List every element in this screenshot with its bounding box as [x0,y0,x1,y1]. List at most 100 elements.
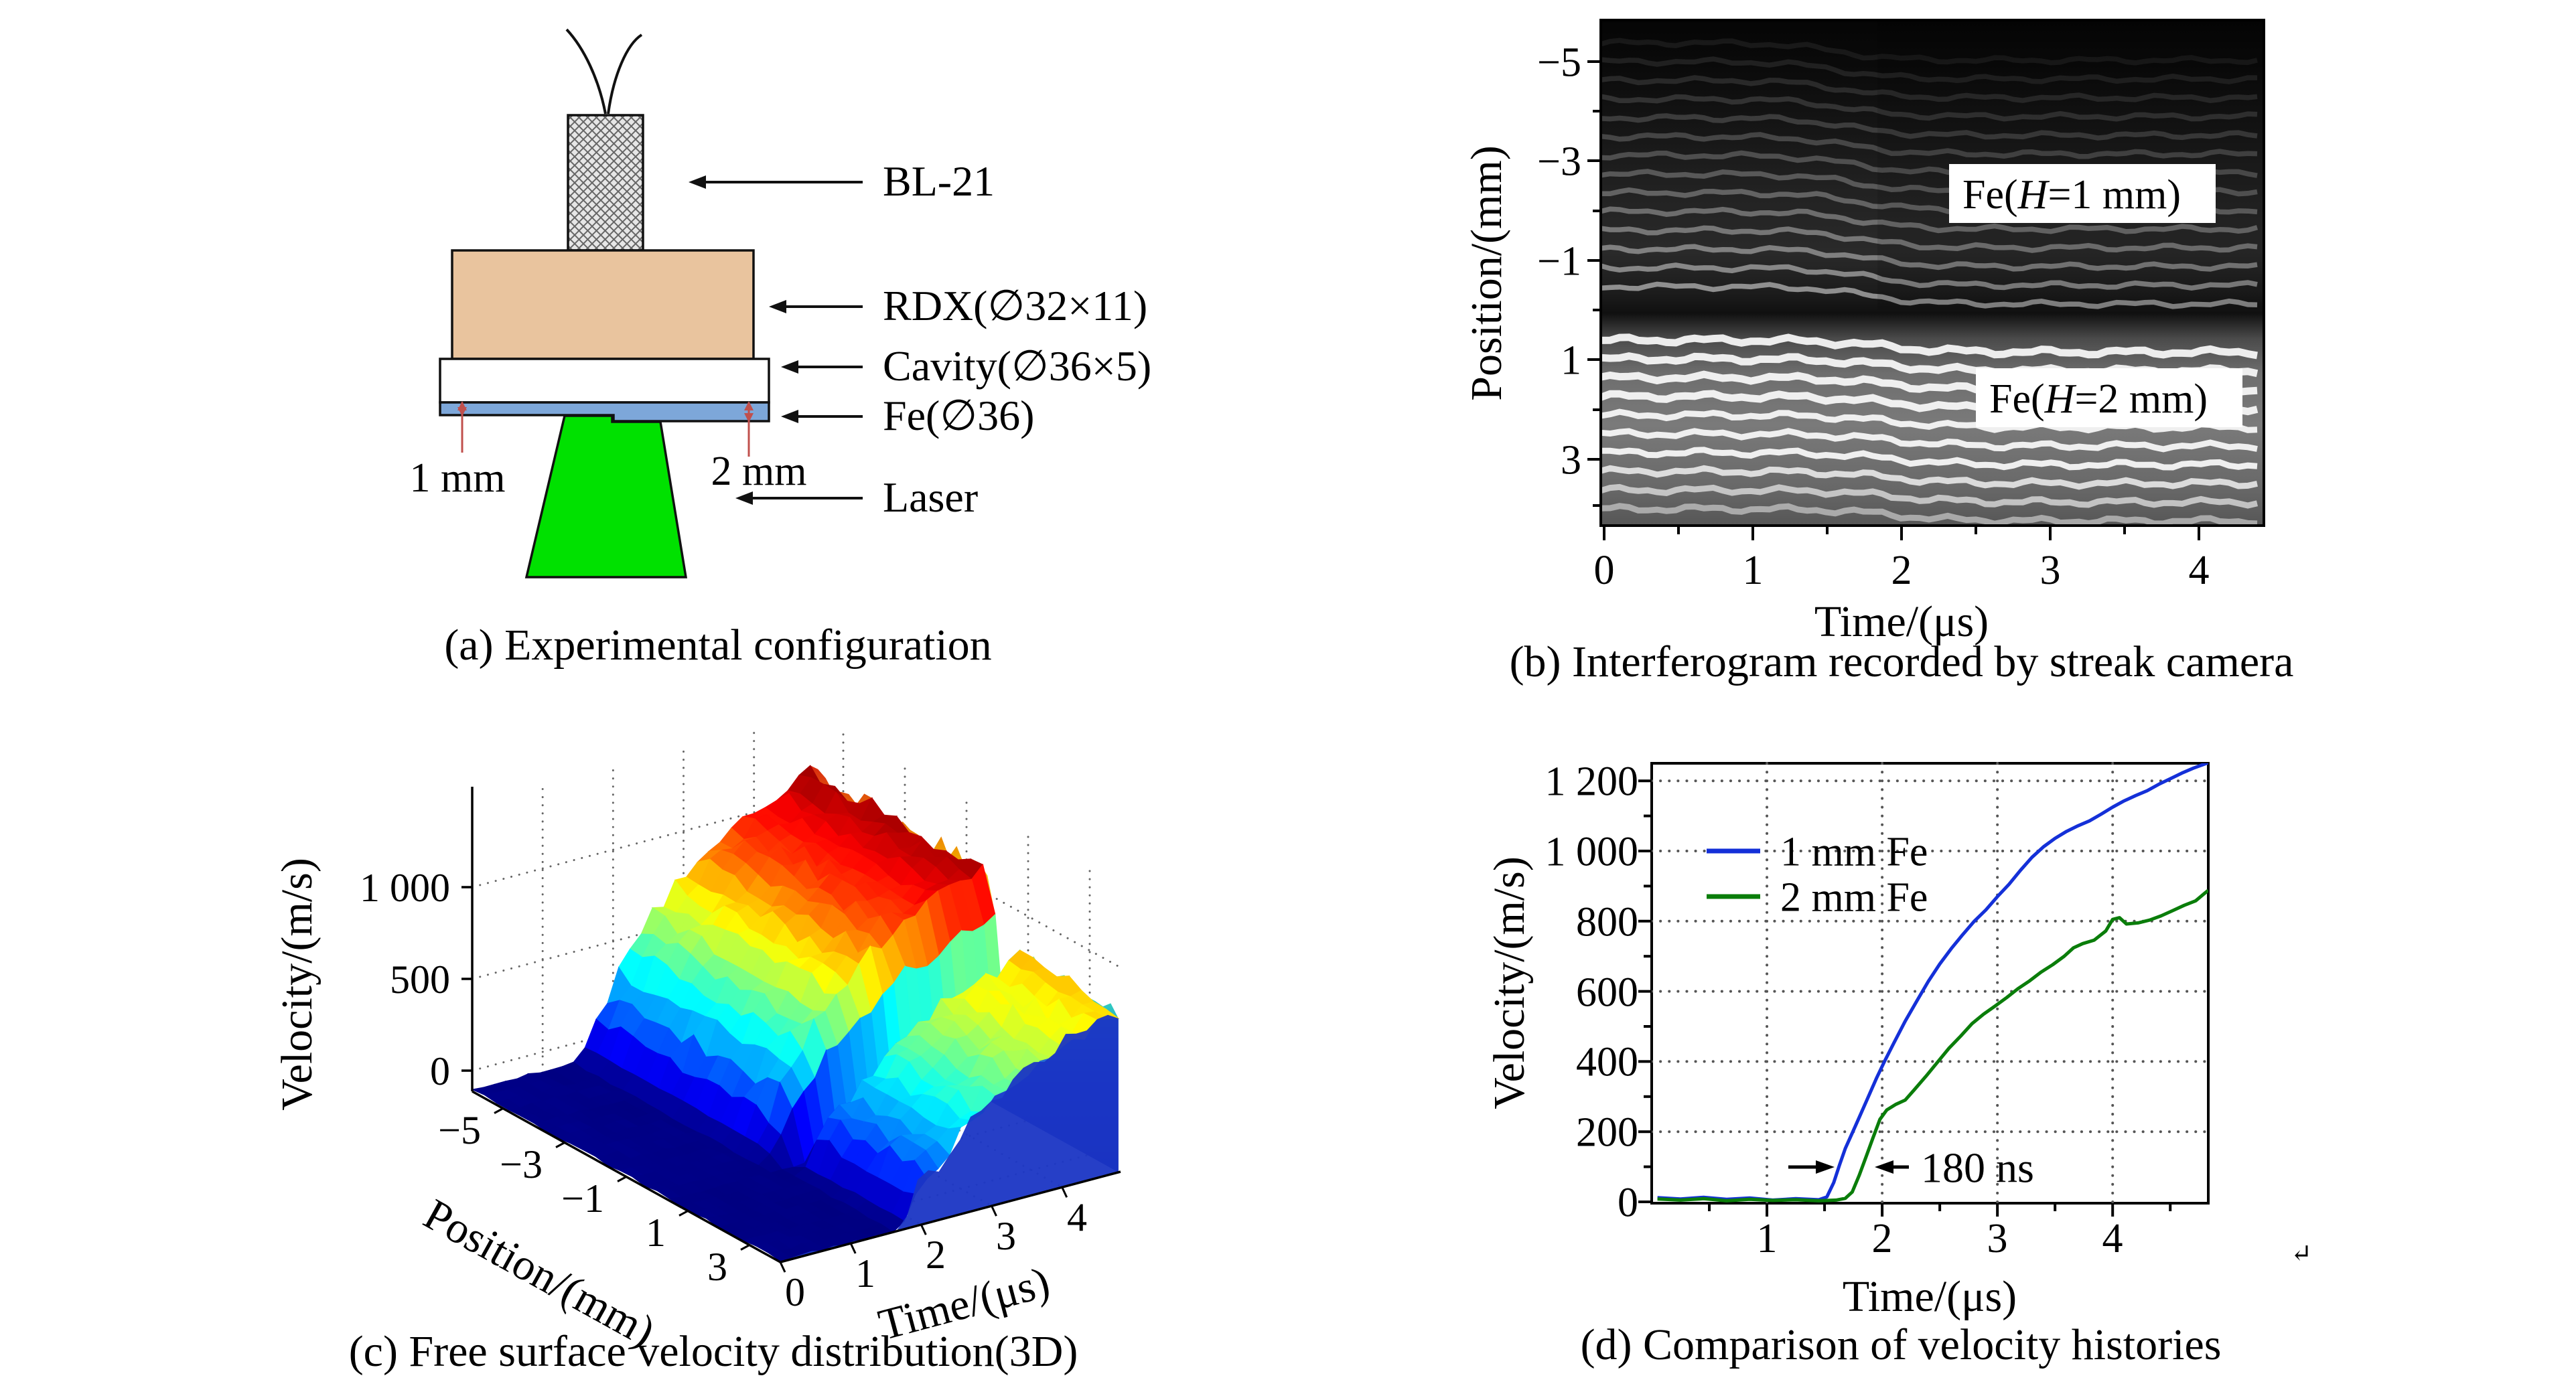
label-fe: Fe(∅36) [883,392,1034,439]
c-ptick--1: −1 [561,1176,604,1221]
c-ptick--5: −5 [438,1108,481,1152]
label-cavity: Cavity(∅36×5) [883,342,1151,390]
d-yaxis-label: Velocity/(m/s) [1485,856,1534,1109]
fringe-upper [1602,225,2258,253]
panel-b-interferogram: Fe(H=1 mm) Fe(H=2 mm) −5 −3 −1 1 3 0 1 2… [1462,19,2294,686]
panel-d-caption: (d) Comparison of velocity histories [1581,1320,2222,1369]
c-ttick-4: 4 [1067,1195,1087,1239]
fringe-upper [1602,56,2258,84]
fringe-lower [1602,428,2258,453]
dimension-left-label: 1 mm [410,455,506,501]
legend-label-2mm: 2 mm Fe [1780,875,1928,921]
fringe-upper [1602,75,2258,103]
laser-beam [524,414,688,578]
fringe-lower [1602,408,2258,434]
time-tick [779,1261,786,1273]
series-curve-1mm-fe [1657,763,2208,1202]
b-axis-ticks [1587,60,2200,540]
position-tick [740,1244,750,1251]
b-xtick-1: 1 [1743,548,1764,593]
d-xaxis-label: Time/(μs) [1843,1272,2017,1321]
fringe-lower [1602,503,2258,524]
b-ytick-1: 1 [1561,338,1581,384]
time-tick [991,1205,997,1217]
series-curve-2mm-fe [1657,888,2208,1203]
thickness-mark-2mm [744,401,754,457]
c-ttick-0: 0 [785,1270,805,1314]
label-laser: Laser [883,473,978,521]
detonator-wire-right [607,33,643,114]
c-tick-marks [494,1107,1068,1273]
c-ptick-1: 1 [646,1211,666,1255]
d-xtick-2: 2 [1872,1216,1893,1261]
c-ttick-1: 1 [855,1251,875,1296]
d-ytick-800: 800 [1576,900,1638,945]
label-bl21: BL-21 [883,157,995,205]
b-xtick-4: 4 [2189,548,2210,593]
cavity-ring [439,358,770,404]
callout-arrows [689,175,863,505]
panel-d-velocity-histories: 0 200 400 600 800 1 000 1 200 1 2 3 4 1 … [1485,759,2312,1369]
c-ttick-3: 3 [996,1214,1016,1258]
scan-artifact-mark: ↵ [2291,1240,2312,1268]
c-ptick--3: −3 [500,1142,543,1186]
c-ztick-500: 500 [390,957,450,1002]
c-ztick-1000: 1 000 [360,866,450,910]
fringe-upper [1602,206,2259,234]
d-ytick-1200: 1 200 [1545,759,1639,805]
fringe-lower [1602,447,2258,471]
annotation-180ns-text: 180 ns [1921,1144,2034,1191]
overlay-box-h2 [1976,368,2242,427]
b-ytick-3: 3 [1561,438,1581,483]
annotation-180ns [1788,1160,1909,1174]
d-curves [1657,763,2208,1203]
position-tick [555,1142,565,1148]
b-xtick-2: 2 [1891,548,1912,593]
b-ytick--1: −1 [1537,239,1581,285]
overlay-text-h2: Fe(H=2 mm) [1989,376,2208,422]
d-ytick-400: 400 [1576,1040,1638,1085]
b-ytick--5: −5 [1537,40,1581,86]
b-yaxis-label: Position/(mm) [1462,145,1511,400]
b-xtick-0: 0 [1594,548,1615,593]
position-tick [494,1107,504,1114]
c-zaxis-label: Velocity/(m/s) [273,858,321,1111]
d-plot-area [1650,762,2210,1205]
fringe-upper [1602,94,2258,122]
d-ytick-600: 600 [1576,970,1638,1016]
panel-c-3d-surface: 0 500 1 000 −5 −3 −1 1 3 0 1 2 3 4 Veloc… [273,727,1122,1376]
fringe-upper [1602,132,2258,159]
rdx-charge [451,249,755,360]
legend-label-1mm: 1 mm Fe [1780,830,1928,875]
surface-front-face [780,1014,1119,1262]
detonator-wire-left [565,28,607,114]
fringe-upper [1602,262,2258,291]
position-tick [617,1176,627,1182]
b-xtick-3: 3 [2040,548,2061,593]
label-rdx: RDX(∅32×11) [883,282,1147,329]
d-xtick-4: 4 [2102,1216,2123,1261]
c-ptick-3: 3 [707,1245,727,1289]
overlay-box-h1 [1949,164,2216,223]
fringe-lower [1602,483,2259,509]
d-xtick-3: 3 [1987,1216,2008,1261]
time-tick [1061,1186,1068,1198]
fringe-upper [1602,37,2258,66]
d-ytick-0: 0 [1618,1180,1638,1226]
fringe-upper [1602,281,2258,309]
d-xtick-1: 1 [1757,1216,1778,1261]
panel-c-caption: (c) Free surface velocity distribution(3… [349,1327,1078,1376]
c-ttick-2: 2 [926,1233,946,1277]
dimension-right-label: 2 mm [711,449,807,494]
time-tick [920,1224,927,1235]
b-ytick--3: −3 [1537,139,1581,185]
fringe-upper [1602,244,2258,272]
position-tick [678,1210,689,1217]
d-gridlines [1650,762,2210,1205]
panel-a-experimental-configuration: 1 mm 2 mm BL-21 RDX(∅32×11) Cavity(∅36×5… [410,28,1151,670]
fringe-upper [1602,113,2258,141]
panel-b-caption: (b) Interferogram recorded by streak cam… [1510,637,2294,686]
d-tick-marks [1638,779,2172,1217]
velocity-surface [470,765,1120,1262]
